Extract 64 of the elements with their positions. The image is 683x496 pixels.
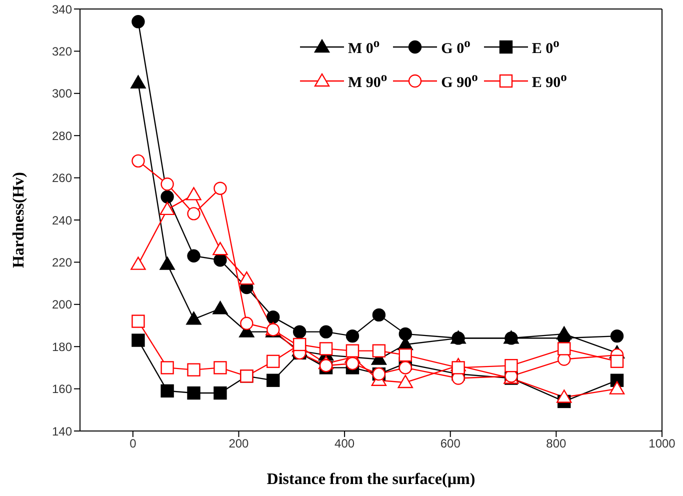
y-tick-label: 320 <box>52 44 72 58</box>
point <box>239 271 254 285</box>
point <box>132 15 145 28</box>
legend-label: E 0$^{o}$ <box>532 36 560 58</box>
point <box>214 386 227 400</box>
y-tick-label: 340 <box>52 2 72 16</box>
x-tick-label: 800 <box>546 436 567 451</box>
y-tick-label: 160 <box>52 382 72 396</box>
x-tick-label: 400 <box>334 436 355 451</box>
point <box>319 325 333 338</box>
legend-label: M 0$^{o}$ <box>348 36 380 58</box>
point <box>346 344 360 358</box>
point <box>319 342 333 356</box>
y-tick-label: 200 <box>52 298 72 312</box>
point <box>186 187 202 200</box>
point <box>346 329 360 343</box>
x-tick-label: 600 <box>440 436 461 451</box>
point <box>132 334 145 347</box>
x-tick-label: 0 <box>130 436 137 451</box>
point <box>346 356 360 370</box>
legend-label: G 0$^{o}$ <box>441 36 470 58</box>
x-axis-title: Distance from the surface(µm) <box>266 471 476 488</box>
point <box>610 329 624 343</box>
y-tick-label: 220 <box>52 255 72 270</box>
point <box>160 384 174 398</box>
y-tick-label: 260 <box>52 171 72 186</box>
point <box>186 312 202 325</box>
point <box>214 253 227 267</box>
point <box>266 310 280 324</box>
y-tick-label: 180 <box>52 340 72 354</box>
y-tick-label: 240 <box>52 213 72 228</box>
x-tick-label: 200 <box>228 436 250 451</box>
legend-label: E 90$^{o}$ <box>532 70 567 92</box>
point <box>292 325 306 338</box>
point <box>452 361 465 374</box>
legend-label: M 90$^{o}$ <box>348 70 388 92</box>
point <box>160 256 175 270</box>
point <box>398 327 412 341</box>
x-tick-label: 1000 <box>648 436 676 451</box>
point <box>398 374 413 388</box>
point <box>266 374 280 387</box>
y-axis-title: Hardness(Hv) <box>10 172 28 268</box>
point <box>319 358 333 372</box>
point <box>398 361 412 374</box>
point <box>504 358 518 372</box>
point <box>372 344 386 358</box>
point <box>160 202 175 216</box>
point <box>609 381 625 394</box>
legend-label: G 90$^{o}$ <box>441 70 478 92</box>
point <box>212 242 228 256</box>
point <box>187 386 200 400</box>
y-tick-label: 300 <box>52 86 72 101</box>
point <box>160 190 174 204</box>
point <box>130 256 146 270</box>
point <box>372 308 386 322</box>
point <box>212 301 228 314</box>
point <box>556 390 572 403</box>
point <box>130 75 146 88</box>
point <box>187 249 200 262</box>
y-tick-label: 140 <box>52 424 72 438</box>
y-tick-label: 280 <box>52 128 72 143</box>
point <box>398 348 412 362</box>
point <box>610 354 624 368</box>
point <box>558 342 571 356</box>
